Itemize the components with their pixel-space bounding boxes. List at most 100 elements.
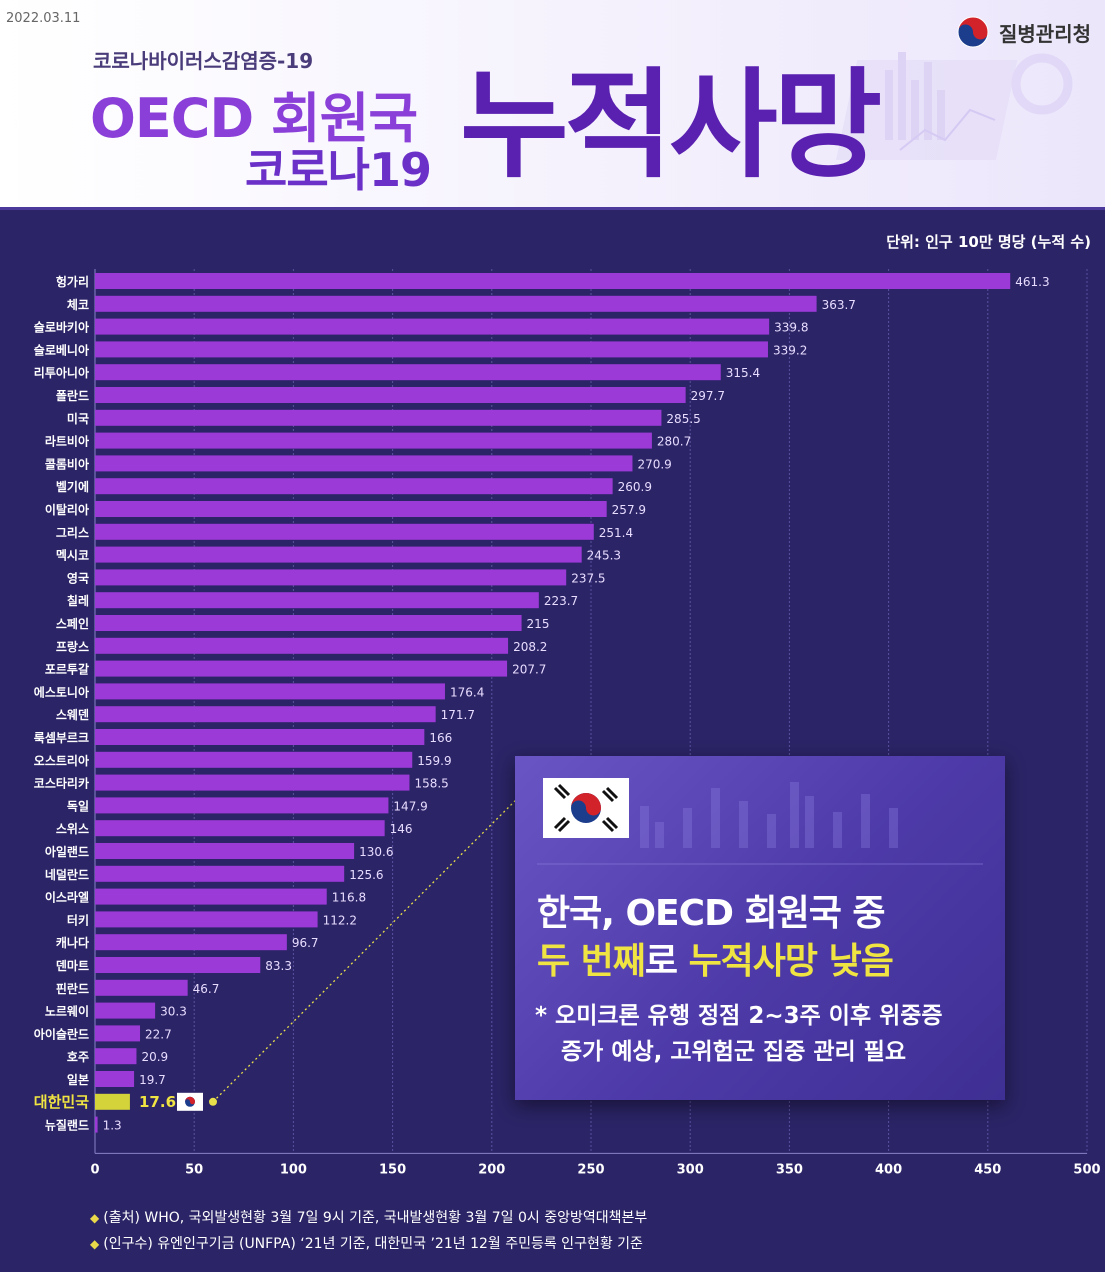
category-label: 호주 [67,1050,89,1064]
category-label: 아이슬란드 [34,1026,89,1041]
bar [95,1071,135,1087]
value-label: 280.7 [657,435,691,449]
category-label: 포르투갈 [45,663,89,677]
value-label: 251.4 [599,526,633,540]
bar [95,432,652,449]
bar [95,865,345,882]
bar [95,364,721,381]
category-label: 에스토니아 [34,684,89,699]
footnote-source-text: (출처) WHO, 국외발생현황 3월 7일 9시 기준, 국내발생현황 3월 … [103,1210,648,1226]
category-label: 체코 [67,297,89,312]
value-label: 237.5 [571,571,605,585]
bar [95,409,662,426]
category-label: 폴란드 [56,388,89,403]
header-banner: 2022.03.11 질병관리청 코로나바이러스감염증-19 OECD 회원국 … [0,0,1105,208]
x-tick-label: 200 [478,1162,505,1177]
category-label: 프랑스 [56,640,89,654]
category-label: 헝가리 [56,274,89,289]
value-label: 166 [429,731,452,745]
kdca-logo-icon [957,16,989,48]
category-label: 핀란드 [56,981,89,996]
bar [95,387,686,403]
bar [95,478,613,495]
header-divider [0,207,1105,210]
category-label: 라트비아 [45,434,89,449]
date-label: 2022.03.11 [6,11,81,26]
category-label: 오스트리아 [34,753,89,768]
x-tick-label: 450 [974,1162,1001,1177]
footnote-source: ◆ (출처) WHO, 국외발생현황 3월 7일 9시 기준, 국내발생현황 3월… [90,1207,647,1227]
bar [95,979,188,996]
bar [95,637,509,654]
value-label: 147.9 [393,799,427,813]
callout-note-line1: * 오미크론 유행 정점 2~3주 이후 위중증 [535,1003,943,1029]
callout-connector: 로 [644,941,689,982]
bar [95,1048,137,1065]
bar [95,957,261,973]
value-label: 146 [390,822,413,836]
category-label: 대한민국 [34,1093,89,1111]
x-tick-label: 250 [577,1162,604,1177]
callout-box: 한국, OECD 회원국 중 두 번째로 누적사망 낮음 * 오미크론 유행 정… [515,756,1005,1100]
value-label: 270.9 [637,457,671,471]
title-line1: OECD 회원국 [90,87,418,150]
page-subtitle: 코로나바이러스감염증-19 [93,49,314,73]
value-label: 260.9 [618,480,652,494]
category-label: 리투아니아 [34,365,89,380]
bar [95,1116,98,1133]
flag-taegeuk-red [185,1096,195,1105]
value-label: 96.7 [292,936,319,950]
agency-logo: 질병관리청 [955,14,1091,50]
callout-highlight-rank: 두 번째 [537,941,646,982]
callout-title-line2: 두 번째로 누적사망 낮음 [537,932,894,984]
bar [95,523,594,540]
bar [95,295,817,312]
bar [95,455,633,472]
category-label: 독일 [67,799,89,813]
category-label: 슬로바키아 [34,320,89,335]
category-label: 칠레 [67,593,89,608]
category-label: 미국 [67,411,89,426]
x-tick-label: 400 [875,1162,902,1177]
category-label: 룩셈부르크 [34,730,89,745]
value-label: 171.7 [441,708,475,722]
callout-highlight-text: 누적사망 낮음 [688,941,894,982]
value-label: 176.4 [450,685,484,699]
x-tick-label: 350 [776,1162,803,1177]
bullet-icon: ◆ [90,1237,100,1251]
bar [95,318,770,335]
callout-note-line2: 증가 예상, 고위험군 집중 관리 필요 [561,1039,907,1065]
bar [95,569,567,586]
category-label: 콜롬비아 [45,456,89,471]
bullet-icon: ◆ [90,1211,100,1225]
category-label: 멕시코 [56,548,89,563]
value-label: 116.8 [332,891,366,905]
category-label: 벨기에 [56,479,89,494]
value-label: 112.2 [323,913,357,927]
value-label: 125.6 [349,868,383,882]
value-label: 19.7 [139,1073,166,1087]
category-label: 스웨덴 [56,707,89,722]
value-label: 83.3 [265,959,292,973]
value-label: 245.3 [587,549,621,563]
bar [95,501,607,517]
category-label: 슬로베니아 [34,342,89,357]
category-label: 코스타리카 [34,776,89,791]
bar [95,546,582,563]
bar-chart: 0 50 100 150 200 250 300 350 400 450 500 헝가리 461.3 체코… [34,269,1101,1177]
highlight-bar [95,1093,130,1110]
category-label: 이탈리아 [45,502,89,517]
x-tick-label: 150 [379,1162,406,1177]
x-tick-label: 100 [280,1162,307,1177]
connector-dot [209,1097,217,1106]
bar [95,934,287,951]
value-label: 130.6 [359,845,393,859]
value-label: 30.3 [160,1005,187,1019]
value-label: 158.5 [414,777,448,791]
value-label: 315.4 [726,366,760,380]
title-line2: 코로나19 [245,143,432,197]
category-label: 캐나다 [56,935,89,950]
callout-title-line1: 한국, OECD 회원국 중 [537,893,885,934]
callout-connector-line [212,778,538,1103]
x-tick-label: 500 [1073,1162,1100,1177]
